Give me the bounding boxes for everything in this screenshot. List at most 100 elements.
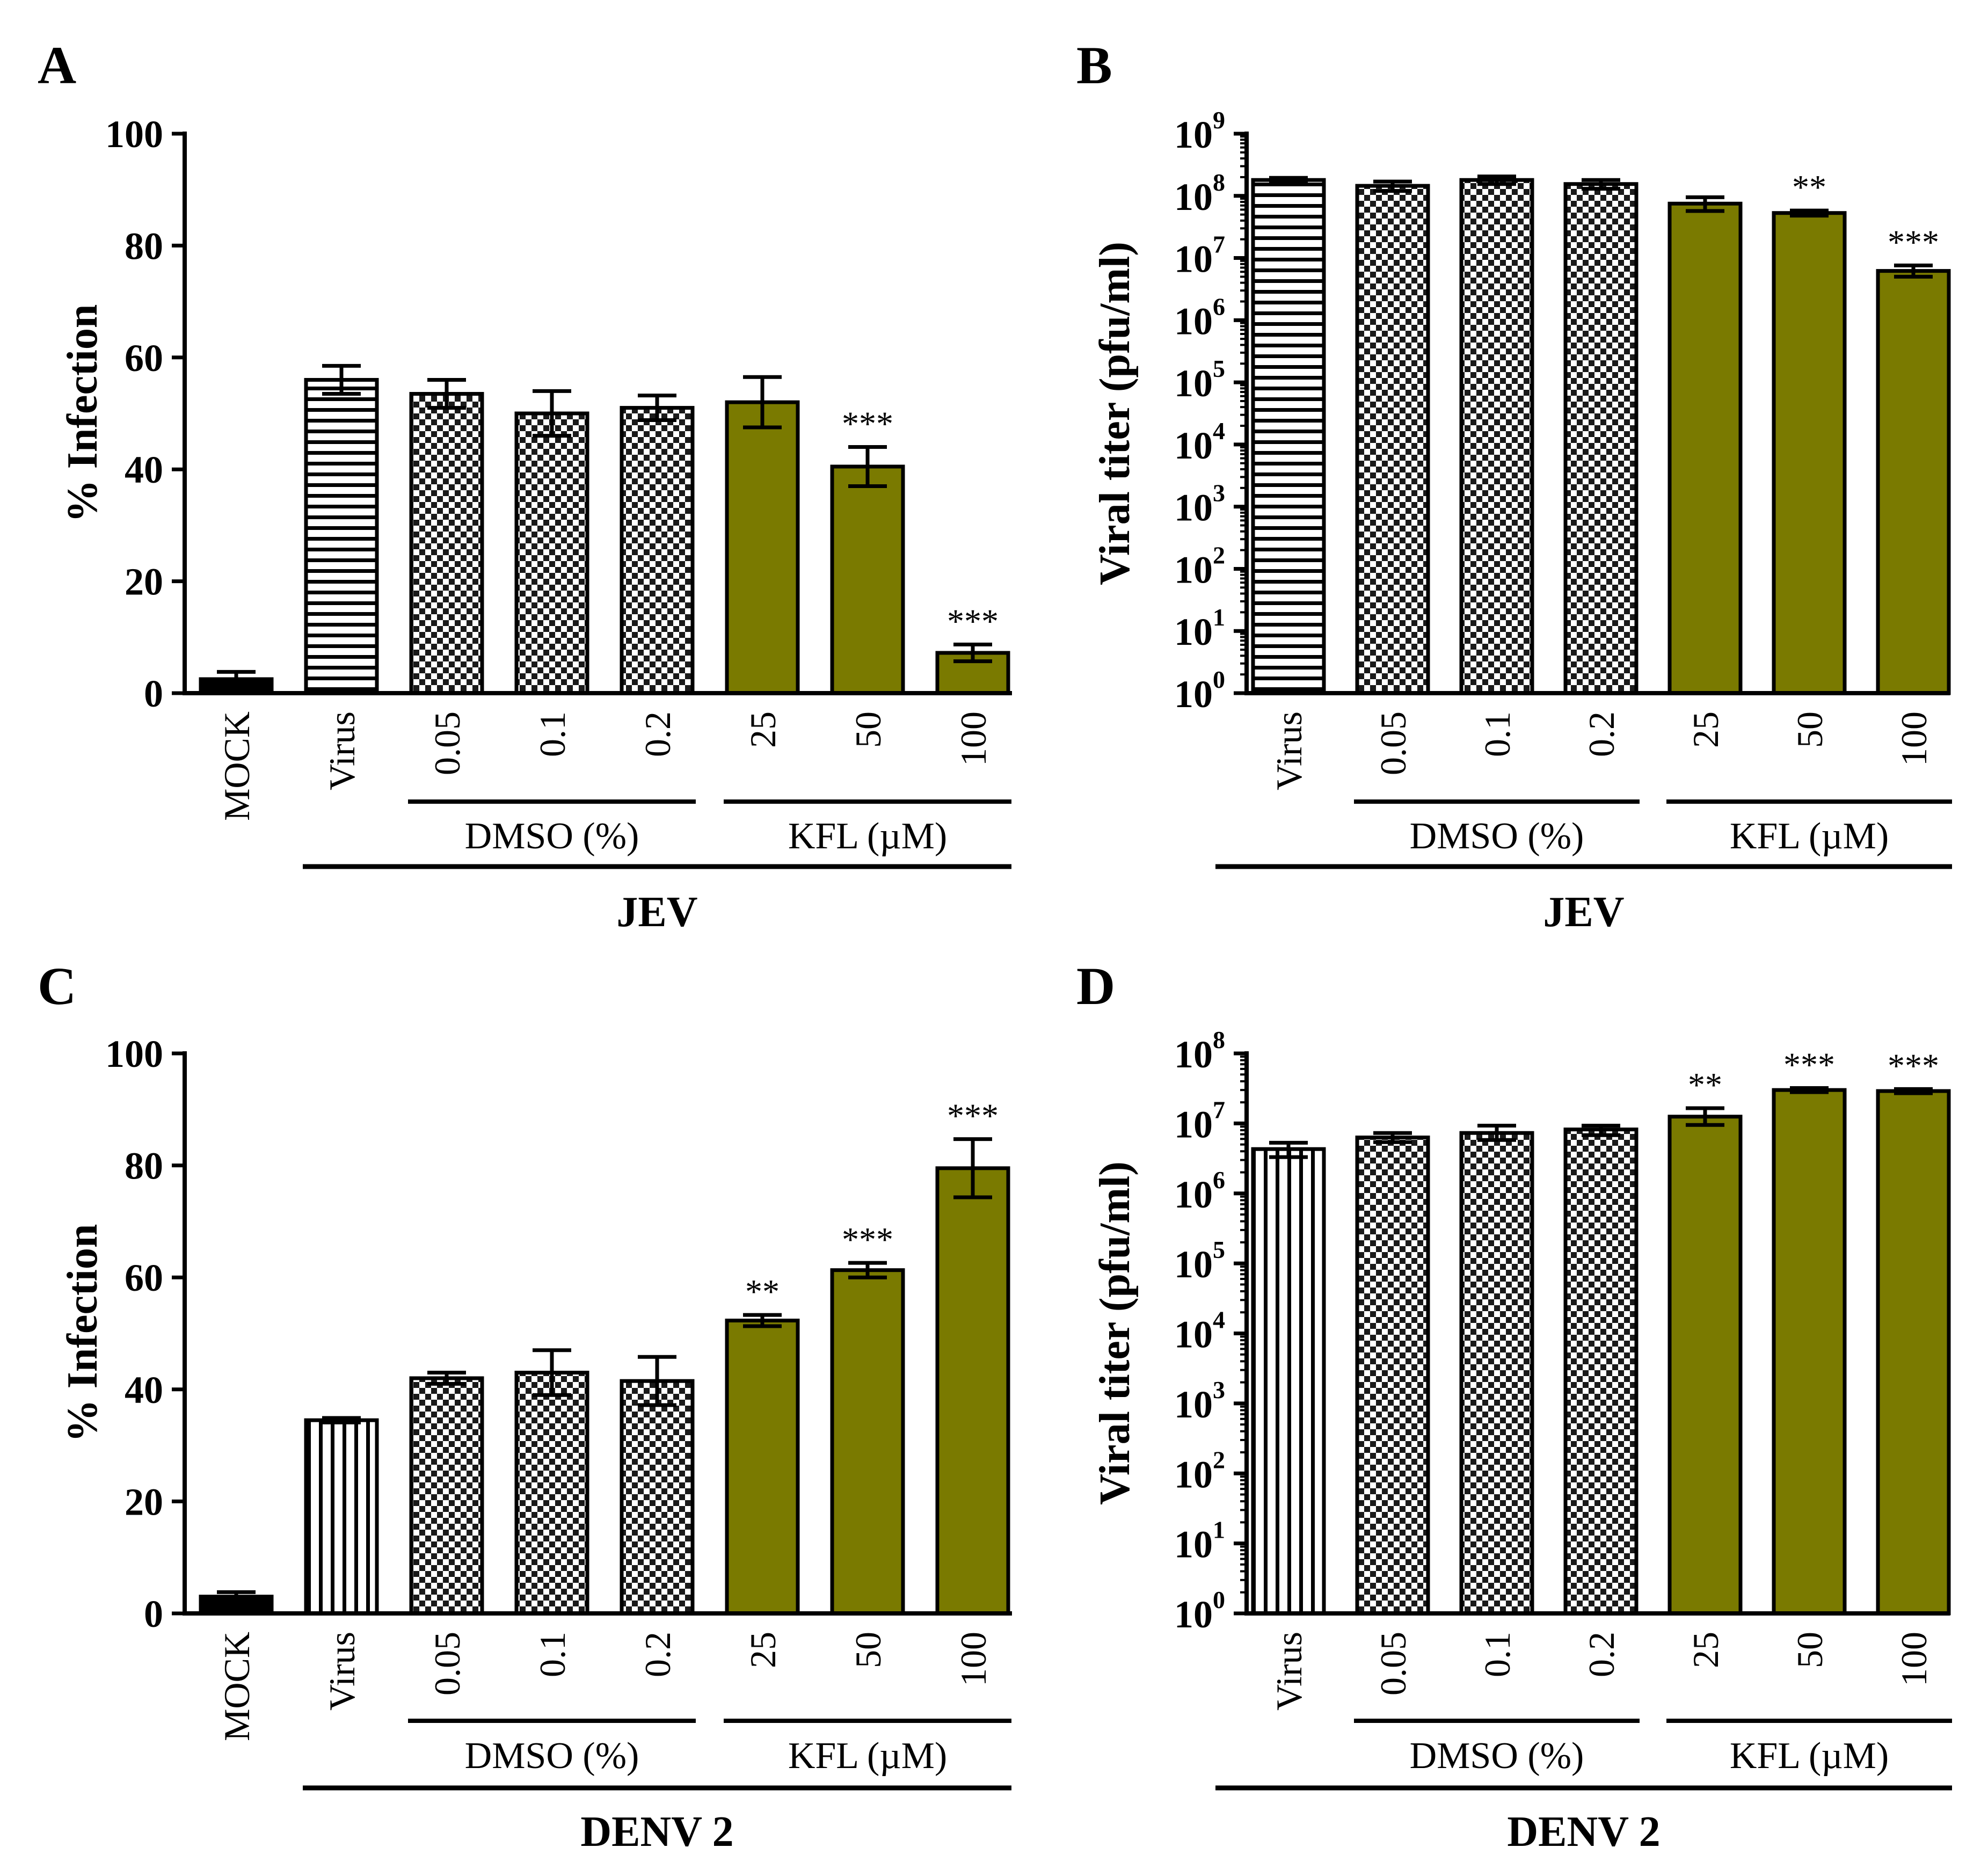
bar — [1772, 211, 1847, 695]
significance-marker: *** — [842, 405, 893, 443]
bar — [1251, 178, 1326, 695]
x-tick-label: 50 — [1789, 1632, 1830, 1668]
panel-a: A % Infection MOCK Virus 0.05 0.1 0.2 25 *** 50 **… — [38, 35, 1012, 936]
error-bar — [1582, 178, 1620, 191]
bar — [1876, 1089, 1951, 1616]
error-bar — [1477, 1123, 1516, 1142]
x-tick-label: 100 — [953, 1632, 994, 1686]
x-tick-label: 0.1 — [532, 1632, 573, 1677]
x-tick-label: 0.2 — [1581, 1632, 1622, 1677]
bar — [1563, 182, 1639, 695]
x-tick-label: Virus — [1269, 1632, 1309, 1711]
group-label: KFL (µM) — [1730, 816, 1889, 857]
error-bar — [638, 1355, 676, 1407]
bar — [935, 1166, 1010, 1616]
error-bar — [217, 1590, 256, 1603]
panel-b: B Viral titer (pfu/ml) Virus 0.05 0.1 0.2 25 **… — [1076, 35, 1952, 936]
bar — [1667, 1115, 1743, 1616]
panel-d: D Viral titer (pfu/ml) Virus 0.05 0.1 0.2 ** 25… — [1076, 956, 1952, 1856]
y-tick-label: 20 — [125, 1480, 163, 1523]
x-tick-label: Virus — [322, 711, 362, 790]
bar — [1355, 184, 1430, 695]
significance-marker: *** — [947, 1097, 999, 1135]
x-tick-label: 0.2 — [1581, 711, 1622, 757]
y-tick-label: 108 — [1174, 1026, 1225, 1076]
error-bar — [322, 1416, 361, 1424]
significance-marker: *** — [842, 1220, 893, 1259]
y-tick-label: 0 — [144, 672, 163, 715]
y-tick-label: 107 — [1174, 231, 1225, 281]
group-label: DMSO (%) — [1410, 1735, 1584, 1777]
y-tick-label: 104 — [1174, 1306, 1225, 1356]
x-tick-label: 100 — [1894, 711, 1934, 766]
y-axis-label: Viral titer (pfu/ml) — [1091, 1161, 1139, 1505]
virus-label: JEV — [1543, 889, 1624, 936]
error-bar — [848, 445, 887, 488]
x-tick-label: MOCK — [216, 1632, 257, 1741]
bar — [620, 1379, 695, 1616]
x-tick-label: MOCK — [216, 711, 257, 821]
y-tick-label: 100 — [105, 113, 163, 156]
x-tick-label: 25 — [1685, 1632, 1726, 1668]
y-tick-label: 100 — [1174, 666, 1225, 716]
bar — [1251, 1147, 1326, 1616]
bar — [304, 377, 379, 695]
y-axis-label: Viral titer (pfu/ml) — [1091, 242, 1139, 585]
bar — [1563, 1128, 1639, 1616]
group-label: KFL (µM) — [788, 816, 947, 857]
x-tick-label: 0.05 — [1373, 711, 1414, 775]
y-tick-label: 100 — [105, 1032, 163, 1075]
virus-label: DENV 2 — [580, 1808, 733, 1856]
error-bar — [427, 377, 466, 410]
virus-label: JEV — [616, 889, 697, 936]
error-bar — [1269, 1140, 1308, 1159]
x-tick-label: 25 — [742, 711, 783, 748]
y-tick-label: 101 — [1174, 1516, 1225, 1566]
y-tick-label: 101 — [1174, 603, 1225, 653]
x-tick-label: 100 — [953, 711, 994, 766]
bar — [1459, 178, 1534, 695]
error-bar — [533, 1348, 571, 1397]
bar — [620, 406, 695, 695]
y-tick-label: 107 — [1174, 1096, 1225, 1146]
x-tick-label: 25 — [1685, 711, 1726, 748]
x-tick-label: 50 — [848, 1632, 889, 1668]
bar — [1459, 1131, 1534, 1616]
bar — [725, 400, 800, 695]
group-label: DMSO (%) — [465, 816, 639, 857]
bar — [514, 1371, 589, 1616]
error-bar — [1477, 174, 1516, 186]
error-bar — [533, 389, 571, 438]
bar — [409, 392, 484, 695]
y-axis-label: % Infection — [59, 1224, 106, 1443]
bar — [830, 1268, 905, 1616]
y-tick-label: 102 — [1174, 541, 1225, 591]
y-tick-label: 0 — [144, 1592, 163, 1635]
significance-marker: ** — [745, 1272, 780, 1311]
y-tick-label: 60 — [125, 337, 163, 380]
x-tick-label: Virus — [1269, 711, 1309, 790]
x-tick-label: 0.05 — [427, 1632, 468, 1696]
bar — [1667, 201, 1743, 695]
error-bar — [1894, 1087, 1933, 1095]
error-bar — [1790, 208, 1829, 218]
y-tick-label: 103 — [1174, 1376, 1225, 1426]
panel-c: C % Infection MOCK Virus 0.05 0.1 0.2 ** 25 *** 50… — [38, 956, 1012, 1856]
significance-marker: *** — [1783, 1046, 1835, 1084]
error-bar — [1686, 1106, 1724, 1127]
y-tick-label: 100 — [1174, 1586, 1225, 1636]
x-tick-label: 100 — [1894, 1632, 1934, 1686]
x-tick-label: 50 — [848, 711, 889, 748]
bar — [1876, 269, 1951, 695]
y-tick-label: 40 — [125, 448, 163, 491]
y-tick-label: 106 — [1174, 293, 1225, 343]
bar — [409, 1376, 484, 1616]
y-tick-label: 80 — [125, 224, 163, 267]
error-bar — [743, 375, 782, 430]
significance-marker: ** — [1792, 168, 1826, 206]
x-tick-label: 0.1 — [1477, 711, 1518, 757]
error-bar — [427, 1371, 466, 1386]
group-label: KFL (µM) — [1730, 1735, 1889, 1777]
panel-letter: C — [38, 956, 76, 1016]
y-tick-label: 103 — [1174, 479, 1225, 529]
